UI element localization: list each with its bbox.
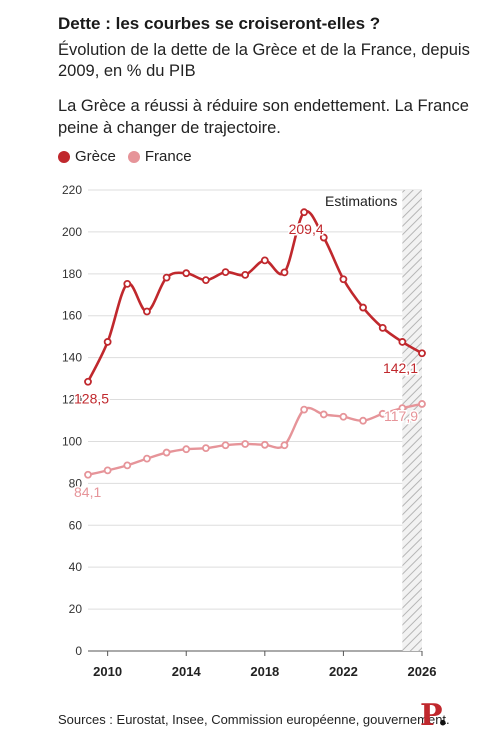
data-point-greece (339, 275, 348, 284)
x-tick-label: 2026 (408, 664, 437, 679)
data-point-greece (319, 233, 328, 242)
y-tick-label: 120 (62, 393, 82, 407)
legend-item-greece: Grèce (58, 148, 116, 165)
x-tick-label: 2018 (250, 664, 279, 679)
data-label-greece: 142,1 (383, 360, 418, 376)
y-tick-label: 200 (62, 225, 82, 239)
legend-label-greece: Grèce (75, 148, 116, 165)
data-label-greece: 209,4 (289, 221, 324, 237)
series-line-france (87, 402, 423, 476)
publisher-logo: P. (420, 698, 449, 733)
legend-item-france: France (127, 148, 192, 165)
data-point-france (300, 405, 309, 414)
data-point-france (241, 440, 250, 448)
data-point-greece (260, 256, 269, 265)
data-point-france (398, 404, 407, 413)
y-tick-label: 140 (62, 351, 82, 365)
data-point-greece (143, 307, 151, 316)
data-point-france (280, 441, 289, 450)
data-label-france: 84,1 (74, 484, 101, 500)
estimations-zone (402, 190, 422, 651)
data-point-greece (162, 273, 171, 282)
data-point-greece (201, 276, 210, 285)
legend-label-france: France (144, 148, 192, 165)
data-point-france (319, 410, 328, 419)
data-point-france (359, 416, 367, 425)
legend-swatch-france (127, 150, 140, 163)
data-point-france (84, 470, 92, 479)
data-point-france (260, 440, 269, 449)
data-point-greece (182, 269, 191, 278)
y-tick-label: 220 (62, 183, 82, 197)
publisher-logo-letter: P (420, 698, 438, 733)
source-note: Sources : Eurostat, Insee, Commission eu… (58, 712, 450, 727)
x-tick-label: 2010 (93, 664, 122, 679)
data-point-france (201, 444, 210, 453)
data-point-france (143, 454, 151, 463)
data-point-greece (123, 279, 132, 288)
data-point-france (339, 412, 348, 421)
series-line-greece (86, 209, 423, 383)
data-point-greece (300, 208, 309, 217)
x-tick-label: 2014 (172, 664, 202, 679)
data-point-france (418, 400, 426, 408)
y-tick-label: 40 (69, 560, 83, 574)
data-point-greece (84, 377, 92, 386)
data-point-greece (241, 270, 250, 279)
data-point-france (123, 461, 132, 470)
y-tick-label: 180 (62, 267, 82, 281)
data-point-france (182, 445, 191, 454)
y-tick-label: 0 (75, 644, 82, 658)
data-point-france (221, 441, 230, 450)
chart-title: Dette : les courbes se croiseront-elles … (58, 14, 381, 33)
data-point-france (103, 466, 112, 475)
legend: Grèce France (58, 148, 204, 165)
y-tick-label: 160 (62, 309, 82, 323)
data-point-greece (221, 268, 230, 277)
legend-swatch-greece (58, 150, 70, 163)
data-point-france (162, 448, 171, 457)
estimations-label: Estimations (325, 193, 397, 209)
data-point-greece (103, 338, 112, 346)
data-label-greece: 128,5 (74, 391, 109, 407)
y-tick-label: 60 (69, 518, 83, 532)
data-point-greece (359, 303, 367, 312)
chart-subtitle: Évolution de la dette de la Grèce et de … (58, 41, 470, 80)
data-point-greece (378, 323, 387, 332)
data-point-france (378, 409, 387, 418)
y-tick-label: 20 (69, 602, 83, 616)
y-tick-label: 80 (69, 476, 83, 490)
data-point-greece (398, 338, 407, 346)
y-tick-label: 100 (62, 434, 82, 448)
data-point-greece (280, 268, 289, 277)
data-label-france: 117,9 (384, 408, 418, 424)
data-point-greece (418, 349, 426, 358)
chart-description: La Grèce a réussi à réduire son endettem… (58, 97, 469, 137)
x-tick-label: 2022 (329, 664, 358, 679)
